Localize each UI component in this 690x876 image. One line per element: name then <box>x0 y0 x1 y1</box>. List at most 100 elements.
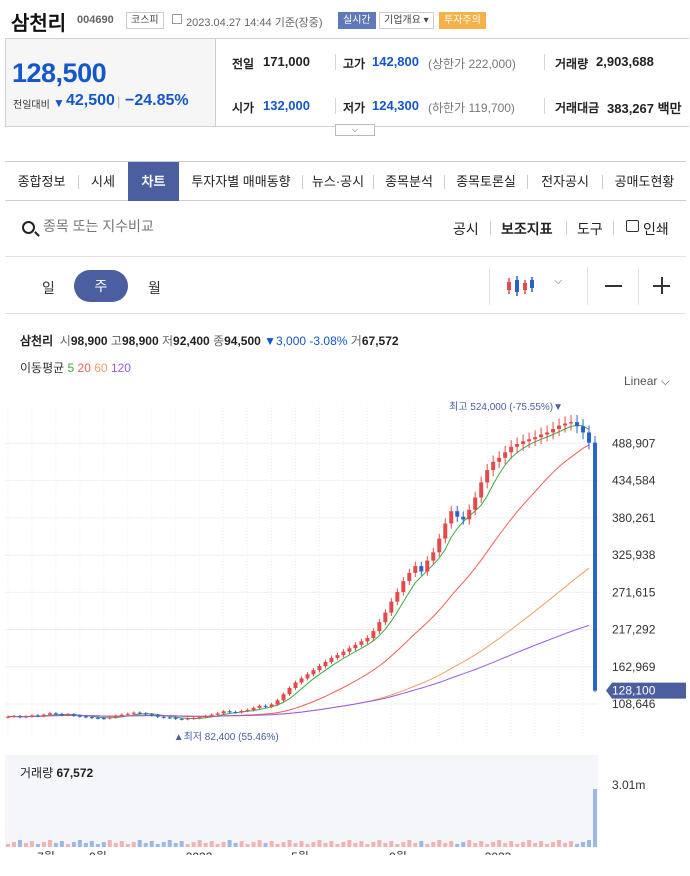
volume-bar <box>407 840 412 847</box>
divider <box>335 98 336 114</box>
disclosure-button[interactable]: 공시 <box>453 221 479 237</box>
candle-body <box>557 425 562 429</box>
volume-bar <box>23 843 28 847</box>
ohlc-change-pct: -3.08% <box>309 334 348 348</box>
scale-mode-dropdown[interactable]: Linear ⌵ <box>624 374 670 388</box>
candle-body <box>245 709 250 711</box>
divider <box>373 175 374 189</box>
candle-body <box>131 712 136 714</box>
zoom-out-icon[interactable] <box>605 285 622 287</box>
prev-close-label: 전일 <box>232 57 255 71</box>
candlestick-icon[interactable] <box>505 274 535 298</box>
volume-bar <box>491 842 496 847</box>
company-info-dropdown[interactable]: 기업개요 ▾ <box>379 12 434 29</box>
candle-body <box>137 712 142 714</box>
indicators-button[interactable]: 보조지표 <box>501 221 553 237</box>
candle-body <box>23 716 28 718</box>
ohlc-high: 98,900 <box>121 334 159 348</box>
tab-analysis[interactable]: 종목분석 <box>385 174 433 189</box>
volume-bar <box>257 840 262 847</box>
ohlc-low-label: 저 <box>161 334 174 348</box>
candle-body <box>437 538 442 553</box>
candle-body <box>71 714 76 716</box>
volume-bar <box>461 842 466 847</box>
candle-body <box>449 511 454 524</box>
tab-summary[interactable]: 종합정보 <box>17 174 66 189</box>
candle-body <box>221 711 226 714</box>
search-input[interactable] <box>43 218 293 234</box>
open-value: 132,000 <box>263 98 310 113</box>
volume-bar <box>455 844 460 847</box>
moving-average-legend[interactable]: 이동평균 5 20 60 120 <box>20 359 131 376</box>
quote-date: 2023.04.27 14:44 기준(장중) <box>186 17 323 29</box>
volume-bar <box>125 844 130 847</box>
tab-disclosure[interactable]: 전자공시 <box>541 174 589 189</box>
period-month-button[interactable]: 월 <box>148 280 161 296</box>
tab-news[interactable]: 뉴스·공시 <box>311 174 365 189</box>
volume-bar <box>173 843 178 847</box>
candle-body <box>461 516 466 520</box>
candle-body <box>251 707 256 710</box>
volume-bar <box>287 840 292 847</box>
ohlc-low: 92,400 <box>173 334 210 348</box>
trade-value: 383,267 백만 <box>607 101 682 116</box>
y-tick-label: 271,615 <box>612 585 656 599</box>
search-icon[interactable] <box>22 221 35 234</box>
period-day-button[interactable]: 일 <box>42 280 55 296</box>
period-week-button[interactable]: 주 <box>74 270 128 302</box>
realtime-badge[interactable]: 실시간 <box>338 12 376 29</box>
zoom-in-icon-v[interactable] <box>661 277 663 294</box>
tab-quotes[interactable]: 시세 <box>91 174 115 189</box>
divider <box>587 267 588 305</box>
change-label: 전일대비 <box>13 100 50 111</box>
tools-button[interactable]: 도구 <box>577 221 603 237</box>
candle-body <box>587 432 592 443</box>
candle-body <box>323 661 328 667</box>
volume-bar <box>71 842 76 847</box>
high-label: 고가 <box>343 57 366 71</box>
print-button[interactable]: 인쇄 <box>643 221 669 237</box>
volume-bar <box>119 841 124 847</box>
open-label: 시가 <box>232 101 255 115</box>
chevron-down-icon[interactable]: ⌵ <box>554 275 563 287</box>
price-chart[interactable]: 488,907 434,584 380,261 325,938 271,615 217,2… <box>0 385 690 855</box>
candle-body <box>17 716 22 718</box>
volume-bar <box>95 844 100 847</box>
upper-limit: (상한가 222,000) <box>428 57 516 71</box>
candle-body <box>47 713 52 715</box>
volume-label: 거래량 <box>555 57 589 71</box>
volume-bar <box>209 841 214 847</box>
stock-header: 삼천리 004690 코스피 2023.04.27 14:44 기준(장중) 실… <box>0 0 690 38</box>
volume-bar <box>353 843 358 847</box>
volume-bar <box>221 842 226 847</box>
volume-bar <box>281 842 286 847</box>
volume-bar <box>365 844 370 847</box>
candle-body <box>233 711 238 713</box>
tab-chart[interactable]: 차트 <box>128 162 179 201</box>
divider <box>335 54 336 70</box>
tab-investor-trading[interactable]: 투자자별 매매동향 <box>191 174 291 189</box>
volume-bar <box>41 842 46 847</box>
volume-bar <box>137 840 142 847</box>
collapse-chevron-icon[interactable]: ⌵ <box>335 124 375 136</box>
volume-bar <box>101 842 106 847</box>
volume-bar <box>65 844 70 847</box>
print-icon[interactable] <box>626 220 639 232</box>
ma-60: 60 <box>94 361 108 375</box>
down-arrow-icon: ▼ <box>53 96 65 110</box>
volume-bar <box>563 843 568 847</box>
candle-body <box>5 716 10 718</box>
volume-bar <box>185 844 190 847</box>
candle-body <box>203 716 208 718</box>
volume-bar <box>593 789 598 847</box>
tab-discussion[interactable]: 종목토론실 <box>456 174 516 189</box>
volume-bar <box>299 841 304 847</box>
candle-body <box>443 523 448 539</box>
volume-bar <box>263 843 268 847</box>
volume-bar <box>359 841 364 847</box>
candle-body <box>479 482 484 498</box>
x-tick-label: 7월 <box>37 850 55 855</box>
tab-short-selling[interactable]: 공매도현황 <box>614 174 675 189</box>
volume-bar <box>149 841 154 847</box>
candle-body <box>509 446 514 453</box>
